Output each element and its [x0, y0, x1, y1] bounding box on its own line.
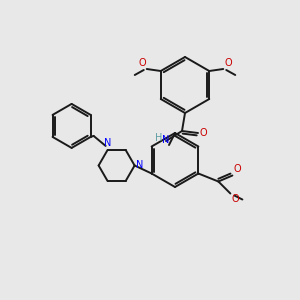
Text: O: O — [224, 58, 232, 68]
Text: O: O — [199, 128, 207, 138]
Text: N: N — [162, 135, 170, 145]
Text: H: H — [155, 133, 163, 143]
Text: N: N — [104, 138, 111, 148]
Text: O: O — [233, 164, 241, 175]
Text: O: O — [231, 194, 239, 205]
Text: N: N — [136, 160, 143, 170]
Text: O: O — [138, 58, 146, 68]
